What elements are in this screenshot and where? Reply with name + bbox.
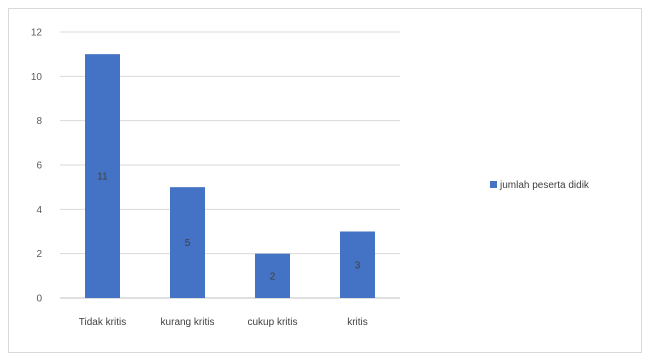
y-tick-label: 4	[36, 205, 42, 216]
x-category-label: cukup kritis	[247, 317, 297, 328]
y-tick-label: 2	[36, 249, 42, 260]
y-tick-label: 0	[36, 294, 42, 305]
x-axis-categories: Tidak kritis kurang kritis cukup kritis kri…	[79, 317, 368, 328]
y-axis-ticks: 0 2 4 6 8 10 12	[31, 28, 43, 305]
y-tick-label: 8	[36, 116, 42, 127]
y-tick-label: 10	[31, 72, 43, 83]
bars	[85, 54, 375, 298]
bar-data-label: 11	[97, 172, 108, 183]
data-labels: 11 5 2 3	[97, 172, 360, 283]
bar	[170, 187, 205, 298]
y-tick-label: 12	[31, 28, 43, 39]
bar-data-label: 3	[355, 260, 361, 271]
legend: jumlah peserta didik	[490, 180, 590, 191]
legend-label: jumlah peserta didik	[499, 180, 590, 191]
bar	[255, 253, 290, 298]
x-category-label: Tidak kritis	[79, 317, 126, 328]
x-category-label: kritis	[347, 317, 368, 328]
bar	[340, 231, 375, 298]
bar-data-label: 2	[270, 271, 276, 282]
bar-data-label: 5	[185, 238, 191, 249]
x-category-label: kurang kritis	[161, 317, 215, 328]
y-tick-label: 6	[36, 161, 42, 172]
bar	[85, 54, 120, 298]
legend-swatch	[490, 181, 497, 188]
